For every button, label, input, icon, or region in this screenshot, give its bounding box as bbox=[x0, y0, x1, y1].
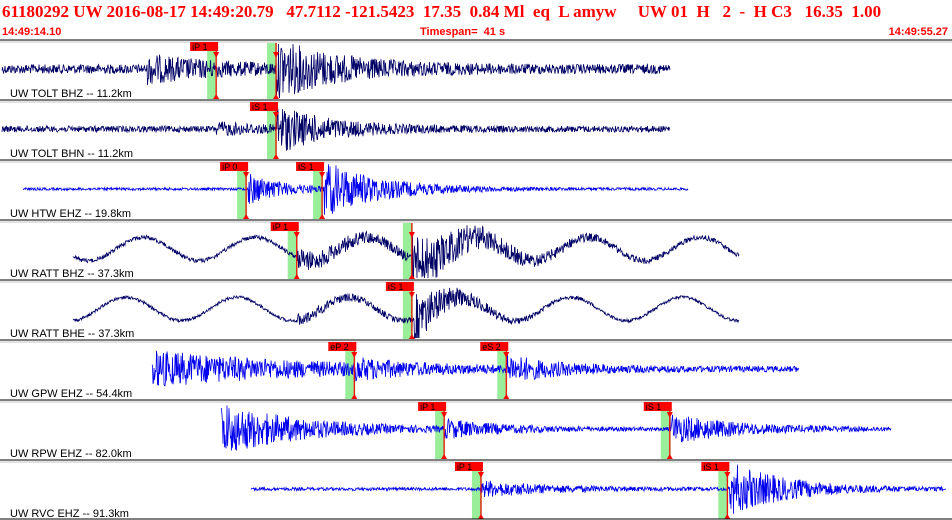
channel-panel[interactable]: iP 1 iS 1 UW RPW EHZ -- 82.0km bbox=[0, 399, 952, 460]
end-time: 14:49:55.27 bbox=[888, 26, 948, 38]
pick-label: iS 1 bbox=[388, 282, 404, 292]
pick-arrow bbox=[477, 472, 484, 478]
pick-arrow bbox=[273, 154, 280, 159]
channel-panel[interactable]: iP 1 UW TOLT BHZ -- 11.2km bbox=[0, 39, 952, 100]
pick-band bbox=[402, 283, 413, 339]
pick-label: iP 1 bbox=[420, 402, 435, 412]
channel-panel[interactable]: iP 1 UW RATT BHZ -- 37.3km bbox=[0, 219, 952, 280]
pick-tag[interactable] bbox=[250, 102, 279, 111]
pick-label: iS 1 bbox=[298, 162, 314, 172]
pick-arrow bbox=[666, 454, 673, 459]
pick-arrow bbox=[351, 352, 358, 358]
pick-tag[interactable] bbox=[454, 462, 483, 471]
waveform-trace[interactable] bbox=[72, 225, 740, 279]
channel-panel[interactable]: eP 2 eS 2 UW GPW EHZ -- 54.4km bbox=[0, 339, 952, 400]
waveform-trace[interactable] bbox=[72, 287, 740, 339]
pick-tag[interactable] bbox=[220, 162, 249, 171]
channel-label: UW GPW EHZ -- 54.4km bbox=[10, 388, 132, 400]
channel-label: UW RATT BHE -- 37.3km bbox=[10, 328, 134, 340]
pick-arrow bbox=[319, 172, 326, 178]
header-bar: 61180292 UW 2016-08-17 14:49:20.79 47.71… bbox=[0, 0, 952, 40]
waveform-trace[interactable] bbox=[1, 43, 671, 99]
pick-label: eS 2 bbox=[482, 342, 501, 352]
pick-arrow bbox=[408, 292, 415, 298]
pick-tag[interactable] bbox=[328, 342, 357, 351]
pick-arrow bbox=[273, 112, 280, 118]
waveform-trace[interactable] bbox=[220, 405, 892, 451]
pick-arrow bbox=[666, 412, 673, 418]
pick-arrow bbox=[213, 52, 220, 58]
pick-label: iP 0 bbox=[222, 162, 237, 172]
channel-label: UW RPW EHZ -- 82.0km bbox=[10, 448, 132, 460]
pick-band bbox=[660, 403, 671, 459]
pick-band bbox=[718, 463, 729, 519]
pick-label: eP 2 bbox=[330, 342, 348, 352]
pick-tag[interactable] bbox=[480, 342, 509, 351]
channel-label: UW RVC EHZ -- 91.3km bbox=[10, 508, 129, 520]
pick-tag[interactable] bbox=[385, 282, 414, 291]
channel-label: UW TOLT BHN -- 11.2km bbox=[10, 148, 133, 160]
waveform-trace[interactable] bbox=[250, 464, 947, 514]
channel-panel[interactable]: iP 0 iS 1 UW HTW EHZ -- 19.8km bbox=[0, 159, 952, 220]
pick-arrow bbox=[724, 514, 731, 519]
pick-arrow bbox=[724, 472, 731, 478]
pick-tag[interactable] bbox=[701, 462, 730, 471]
pick-arrow bbox=[273, 94, 280, 99]
pick-label: iP 1 bbox=[457, 462, 472, 472]
channel-label: UW TOLT BHZ -- 11.2km bbox=[10, 88, 132, 100]
waveform-trace[interactable] bbox=[151, 350, 800, 387]
pick-label: iS 1 bbox=[646, 402, 662, 412]
pick-label: iP 1 bbox=[192, 42, 207, 52]
pick-band bbox=[471, 463, 482, 519]
pick-arrow bbox=[293, 274, 300, 279]
channel-label: UW HTW EHZ -- 19.8km bbox=[10, 208, 131, 220]
timespan-label: Timespan= 41 s bbox=[420, 26, 506, 38]
pick-arrow bbox=[503, 394, 510, 399]
pick-arrow bbox=[477, 514, 484, 519]
channel-panel[interactable]: iS 1 UW RATT BHE -- 37.3km bbox=[0, 279, 952, 340]
pick-band bbox=[435, 403, 446, 459]
pick-tag[interactable] bbox=[643, 402, 672, 411]
pick-label: iP 1 bbox=[273, 222, 288, 232]
pick-tag[interactable] bbox=[270, 222, 299, 231]
channel-panel[interactable]: iS 1 UW TOLT BHN -- 11.2km bbox=[0, 99, 952, 160]
pick-arrow bbox=[408, 232, 415, 238]
pick-band bbox=[287, 223, 298, 279]
pick-tag[interactable] bbox=[296, 162, 325, 171]
pick-arrow bbox=[213, 94, 220, 99]
pick-arrow bbox=[273, 52, 280, 58]
pick-label: iS 1 bbox=[703, 462, 719, 472]
pick-arrow bbox=[441, 412, 448, 418]
waveform-trace[interactable] bbox=[1, 108, 671, 151]
pick-band bbox=[313, 163, 324, 219]
pick-arrow bbox=[351, 394, 358, 399]
pick-band bbox=[267, 103, 278, 159]
waveform-trace[interactable] bbox=[22, 164, 689, 215]
pick-tag[interactable] bbox=[190, 42, 219, 51]
pick-band bbox=[345, 343, 356, 399]
pick-arrow bbox=[243, 172, 250, 178]
pick-arrow bbox=[441, 454, 448, 459]
pick-arrow bbox=[503, 352, 510, 358]
pick-band bbox=[237, 163, 248, 219]
pick-tag[interactable] bbox=[418, 402, 447, 411]
channel-label: UW RATT BHZ -- 37.3km bbox=[10, 268, 134, 280]
pick-band bbox=[207, 43, 218, 99]
pick-label: iS 1 bbox=[252, 102, 268, 112]
channel-panel[interactable]: iP 1 iS 1 UW RVC EHZ -- 91.3km bbox=[0, 459, 952, 520]
start-time: 14:49:14.10 bbox=[2, 26, 62, 38]
pick-arrow bbox=[408, 274, 415, 279]
pick-arrow bbox=[319, 214, 326, 219]
pick-arrow bbox=[293, 232, 300, 238]
event-title: 61180292 UW 2016-08-17 14:49:20.79 47.71… bbox=[2, 2, 882, 21]
pick-band bbox=[402, 223, 413, 279]
pick-arrow bbox=[408, 334, 415, 339]
pick-arrow bbox=[243, 214, 250, 219]
